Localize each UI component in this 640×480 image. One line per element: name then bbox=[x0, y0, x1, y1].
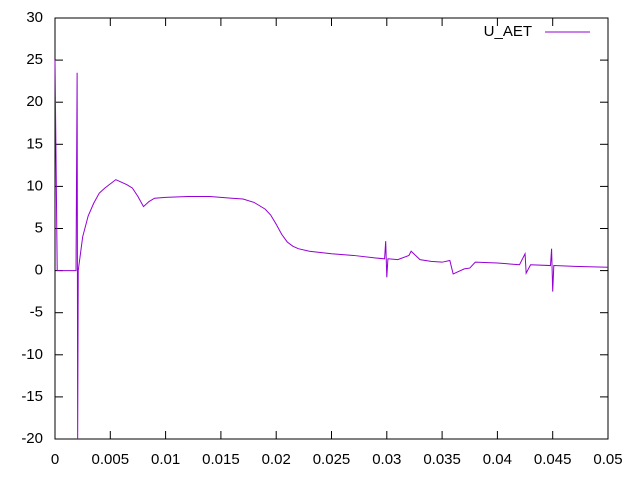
legend-label: U_AET bbox=[484, 23, 532, 40]
x-tick-label: 0.01 bbox=[151, 451, 180, 468]
y-tick-label: -15 bbox=[21, 388, 43, 405]
plot-border bbox=[54, 17, 609, 440]
x-tick-label: 0.05 bbox=[593, 451, 622, 468]
y-tick-label: -5 bbox=[30, 304, 43, 321]
x-tick-label: 0.02 bbox=[262, 451, 291, 468]
x-tick-label: 0.015 bbox=[202, 451, 240, 468]
data-line bbox=[54, 60, 609, 440]
y-tick-label: -20 bbox=[21, 430, 43, 447]
x-tick-label: 0.035 bbox=[423, 451, 461, 468]
x-tick-label: 0.04 bbox=[483, 451, 512, 468]
y-tick-label: 20 bbox=[26, 93, 43, 110]
y-tick-label: 15 bbox=[26, 135, 43, 152]
x-tick-label: 0.005 bbox=[92, 451, 130, 468]
x-tick-label: 0.025 bbox=[313, 451, 351, 468]
x-tick-label: 0.045 bbox=[534, 451, 572, 468]
y-tick-label: 25 bbox=[26, 51, 43, 68]
x-tick-label: 0 bbox=[51, 451, 59, 468]
y-tick-label: 5 bbox=[35, 219, 43, 236]
y-tick-label: -10 bbox=[21, 346, 43, 363]
y-tick-label: 0 bbox=[35, 262, 43, 279]
x-tick-label: 0.03 bbox=[372, 451, 401, 468]
y-tick-label: 30 bbox=[26, 9, 43, 26]
y-tick-label: 10 bbox=[26, 177, 43, 194]
